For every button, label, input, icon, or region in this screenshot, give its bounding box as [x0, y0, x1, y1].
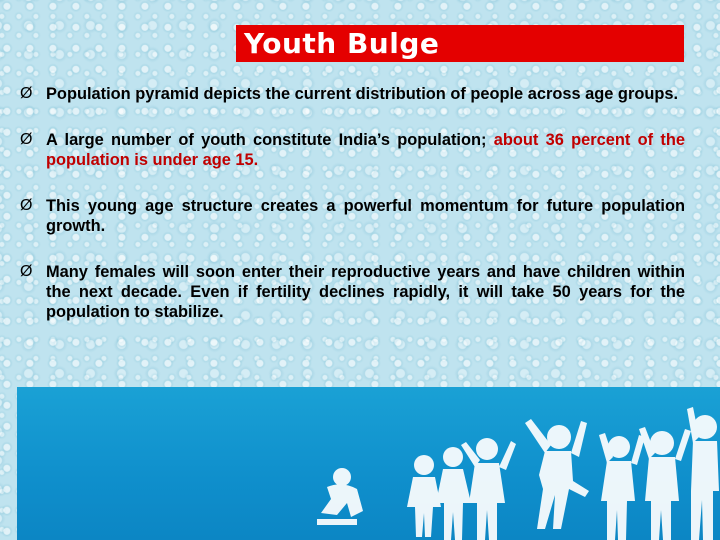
slide-title: Youth Bulge — [244, 27, 440, 60]
children-silhouettes-icon — [317, 407, 719, 540]
bullet-item: Ø Many females will soon enter their rep… — [20, 262, 685, 322]
bullet-text: Many females will soon enter their repro… — [46, 263, 685, 321]
title-box: Youth Bulge — [236, 25, 684, 62]
bullet-text: This young age structure creates a power… — [46, 197, 685, 235]
bullet-text: A large number of youth constitute India… — [46, 131, 494, 149]
arrow-bullet-icon: Ø — [20, 197, 33, 214]
children-banner-image — [17, 387, 720, 540]
arrow-bullet-icon: Ø — [20, 85, 33, 102]
bullet-list: Ø Population pyramid depicts the current… — [20, 84, 685, 322]
bullet-text: Population pyramid depicts the current d… — [46, 85, 679, 103]
bullet-item: Ø Population pyramid depicts the current… — [20, 84, 685, 104]
arrow-bullet-icon: Ø — [20, 263, 33, 280]
highlight-text: about 36 percent of the population is un… — [46, 131, 685, 169]
bullet-item: Ø A large number of youth constitute Ind… — [20, 130, 685, 170]
bullet-item: Ø This young age structure creates a pow… — [20, 196, 685, 236]
arrow-bullet-icon: Ø — [20, 131, 33, 148]
